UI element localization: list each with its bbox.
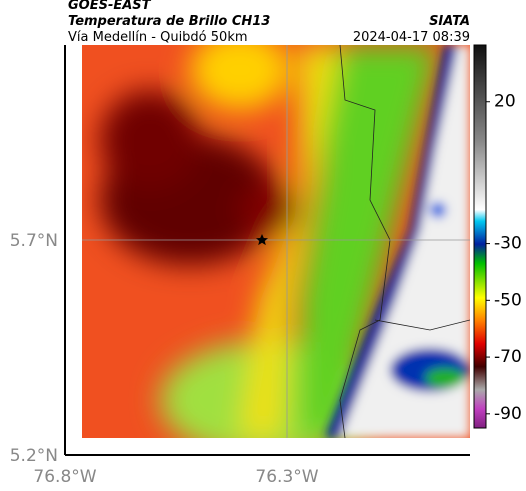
colorbar-tick-label: -90 xyxy=(494,404,522,424)
colorbar-tick-label: 20 xyxy=(494,92,516,112)
colorbar xyxy=(473,44,487,429)
datetime: 2024-04-17 08:39 xyxy=(353,30,470,45)
route: Vía Medellín - Quibdó 50km xyxy=(68,30,248,45)
lat-label: 5.7°N xyxy=(10,231,58,251)
colorbar-tick-label: -70 xyxy=(494,347,522,367)
lon-label: 76.8°W xyxy=(33,467,96,487)
colorbar-tick-label: -30 xyxy=(494,234,522,254)
source: GOES-EAST xyxy=(68,0,152,13)
lon-label: 76.3°W xyxy=(255,467,318,487)
colorbar-tick-label: -50 xyxy=(494,290,522,310)
satellite-image xyxy=(82,45,470,438)
org: SIATA xyxy=(429,14,470,29)
title: Temperatura de Brillo CH13 xyxy=(68,14,270,29)
lat-label: 5.2°N xyxy=(10,446,58,466)
